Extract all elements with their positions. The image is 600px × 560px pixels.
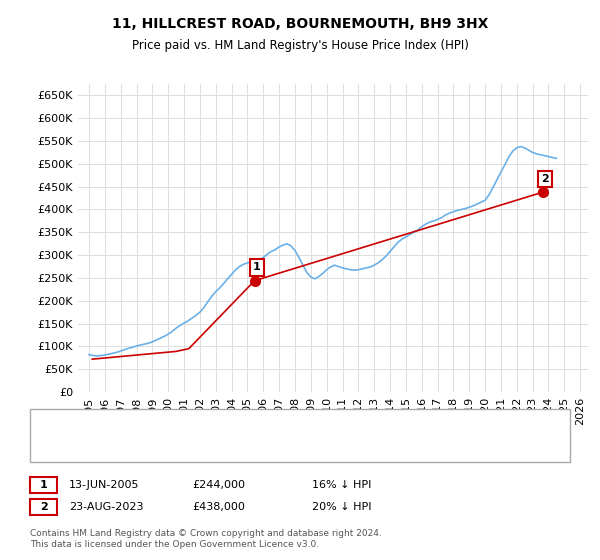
Text: 2: 2 bbox=[541, 174, 549, 184]
Text: 11, HILLCREST ROAD, BOURNEMOUTH, BH9 3HX (detached house): 11, HILLCREST ROAD, BOURNEMOUTH, BH9 3HX… bbox=[78, 418, 425, 428]
Text: HPI: Average price, detached house, Bournemouth Christchurch and Poole: HPI: Average price, detached house, Bour… bbox=[78, 447, 466, 457]
Text: £244,000: £244,000 bbox=[192, 480, 245, 490]
Text: Price paid vs. HM Land Registry's House Price Index (HPI): Price paid vs. HM Land Registry's House … bbox=[131, 39, 469, 52]
Text: 2: 2 bbox=[40, 502, 47, 512]
Text: 1: 1 bbox=[253, 263, 261, 273]
Text: 1: 1 bbox=[40, 480, 47, 490]
Text: ——: —— bbox=[48, 416, 83, 430]
Text: 13-JUN-2005: 13-JUN-2005 bbox=[69, 480, 139, 490]
Text: Contains HM Land Registry data © Crown copyright and database right 2024.
This d: Contains HM Land Registry data © Crown c… bbox=[30, 529, 382, 549]
Text: 11, HILLCREST ROAD, BOURNEMOUTH, BH9 3HX: 11, HILLCREST ROAD, BOURNEMOUTH, BH9 3HX bbox=[112, 17, 488, 31]
Text: 23-AUG-2023: 23-AUG-2023 bbox=[69, 502, 143, 512]
Text: 16% ↓ HPI: 16% ↓ HPI bbox=[312, 480, 371, 490]
Text: £438,000: £438,000 bbox=[192, 502, 245, 512]
Text: ——: —— bbox=[48, 445, 83, 459]
Text: 20% ↓ HPI: 20% ↓ HPI bbox=[312, 502, 371, 512]
